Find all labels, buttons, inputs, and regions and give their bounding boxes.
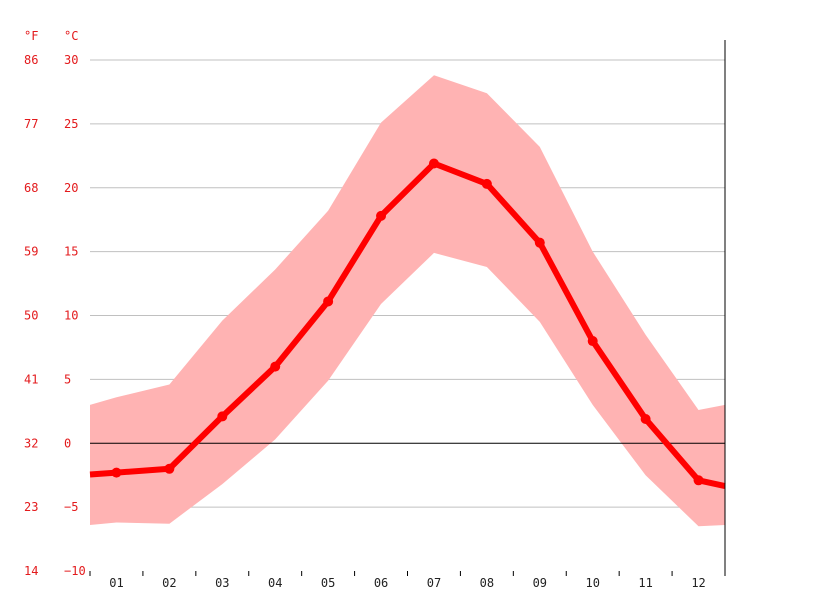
- y-tick-label-celsius: 25: [64, 117, 78, 131]
- axis-layer: °F °C 86 30 77 25 68 20 59 15 50 10 41 5 32 0 23 −5 14 −1…: [24, 29, 726, 590]
- mean-temperature-line: [89, 160, 726, 490]
- data-point-05: [323, 296, 334, 307]
- x-tick-label: 01: [109, 576, 123, 590]
- data-point-01: [111, 467, 122, 478]
- y-tick-label-fahrenheit: 77: [24, 117, 38, 131]
- x-tick-label: 03: [215, 576, 229, 590]
- x-tick-label: 11: [638, 576, 652, 590]
- y-tick-label-celsius: −10: [64, 564, 86, 578]
- data-point-08: [481, 178, 492, 189]
- data-point-03: [217, 411, 228, 422]
- data-point-02: [164, 463, 175, 474]
- data-point-11: [640, 413, 651, 424]
- line-layer: [89, 158, 726, 490]
- x-tick-label: 10: [585, 576, 599, 590]
- unit-fahrenheit-label: °F: [24, 29, 38, 43]
- x-tick-label: 06: [374, 576, 388, 590]
- y-tick-label-celsius: 0: [64, 436, 71, 450]
- x-tick-label: 08: [480, 576, 494, 590]
- x-tick-label: 02: [162, 576, 176, 590]
- y-tick-label-fahrenheit: 32: [24, 436, 38, 450]
- y-tick-label-celsius: −5: [64, 500, 78, 514]
- data-point-12: [693, 475, 704, 486]
- band-layer: [90, 75, 725, 527]
- data-point-07: [428, 158, 439, 169]
- data-point-04: [270, 361, 281, 372]
- y-tick-label-fahrenheit: 14: [24, 564, 38, 578]
- x-tick-label: 05: [321, 576, 335, 590]
- data-point-09: [534, 237, 545, 248]
- y-tick-label-celsius: 15: [64, 245, 78, 259]
- y-tick-label-celsius: 30: [64, 53, 78, 67]
- x-tick-label: 12: [691, 576, 705, 590]
- y-tick-label-fahrenheit: 50: [24, 309, 38, 323]
- x-tick-label: 07: [427, 576, 441, 590]
- x-tick-label: 09: [533, 576, 547, 590]
- y-tick-label-fahrenheit: 41: [24, 372, 38, 386]
- y-tick-label-celsius: 5: [64, 372, 71, 386]
- y-tick-label-fahrenheit: 86: [24, 53, 38, 67]
- y-tick-label-celsius: 20: [64, 181, 78, 195]
- unit-celsius-label: °C: [64, 29, 78, 43]
- x-tick-label: 04: [268, 576, 282, 590]
- y-tick-label-fahrenheit: 23: [24, 500, 38, 514]
- temperature-range-band: [90, 75, 725, 527]
- data-point-10: [587, 336, 598, 347]
- y-tick-label-fahrenheit: 59: [24, 245, 38, 259]
- y-tick-label-fahrenheit: 68: [24, 181, 38, 195]
- data-point-06: [376, 210, 387, 221]
- y-tick-label-celsius: 10: [64, 309, 78, 323]
